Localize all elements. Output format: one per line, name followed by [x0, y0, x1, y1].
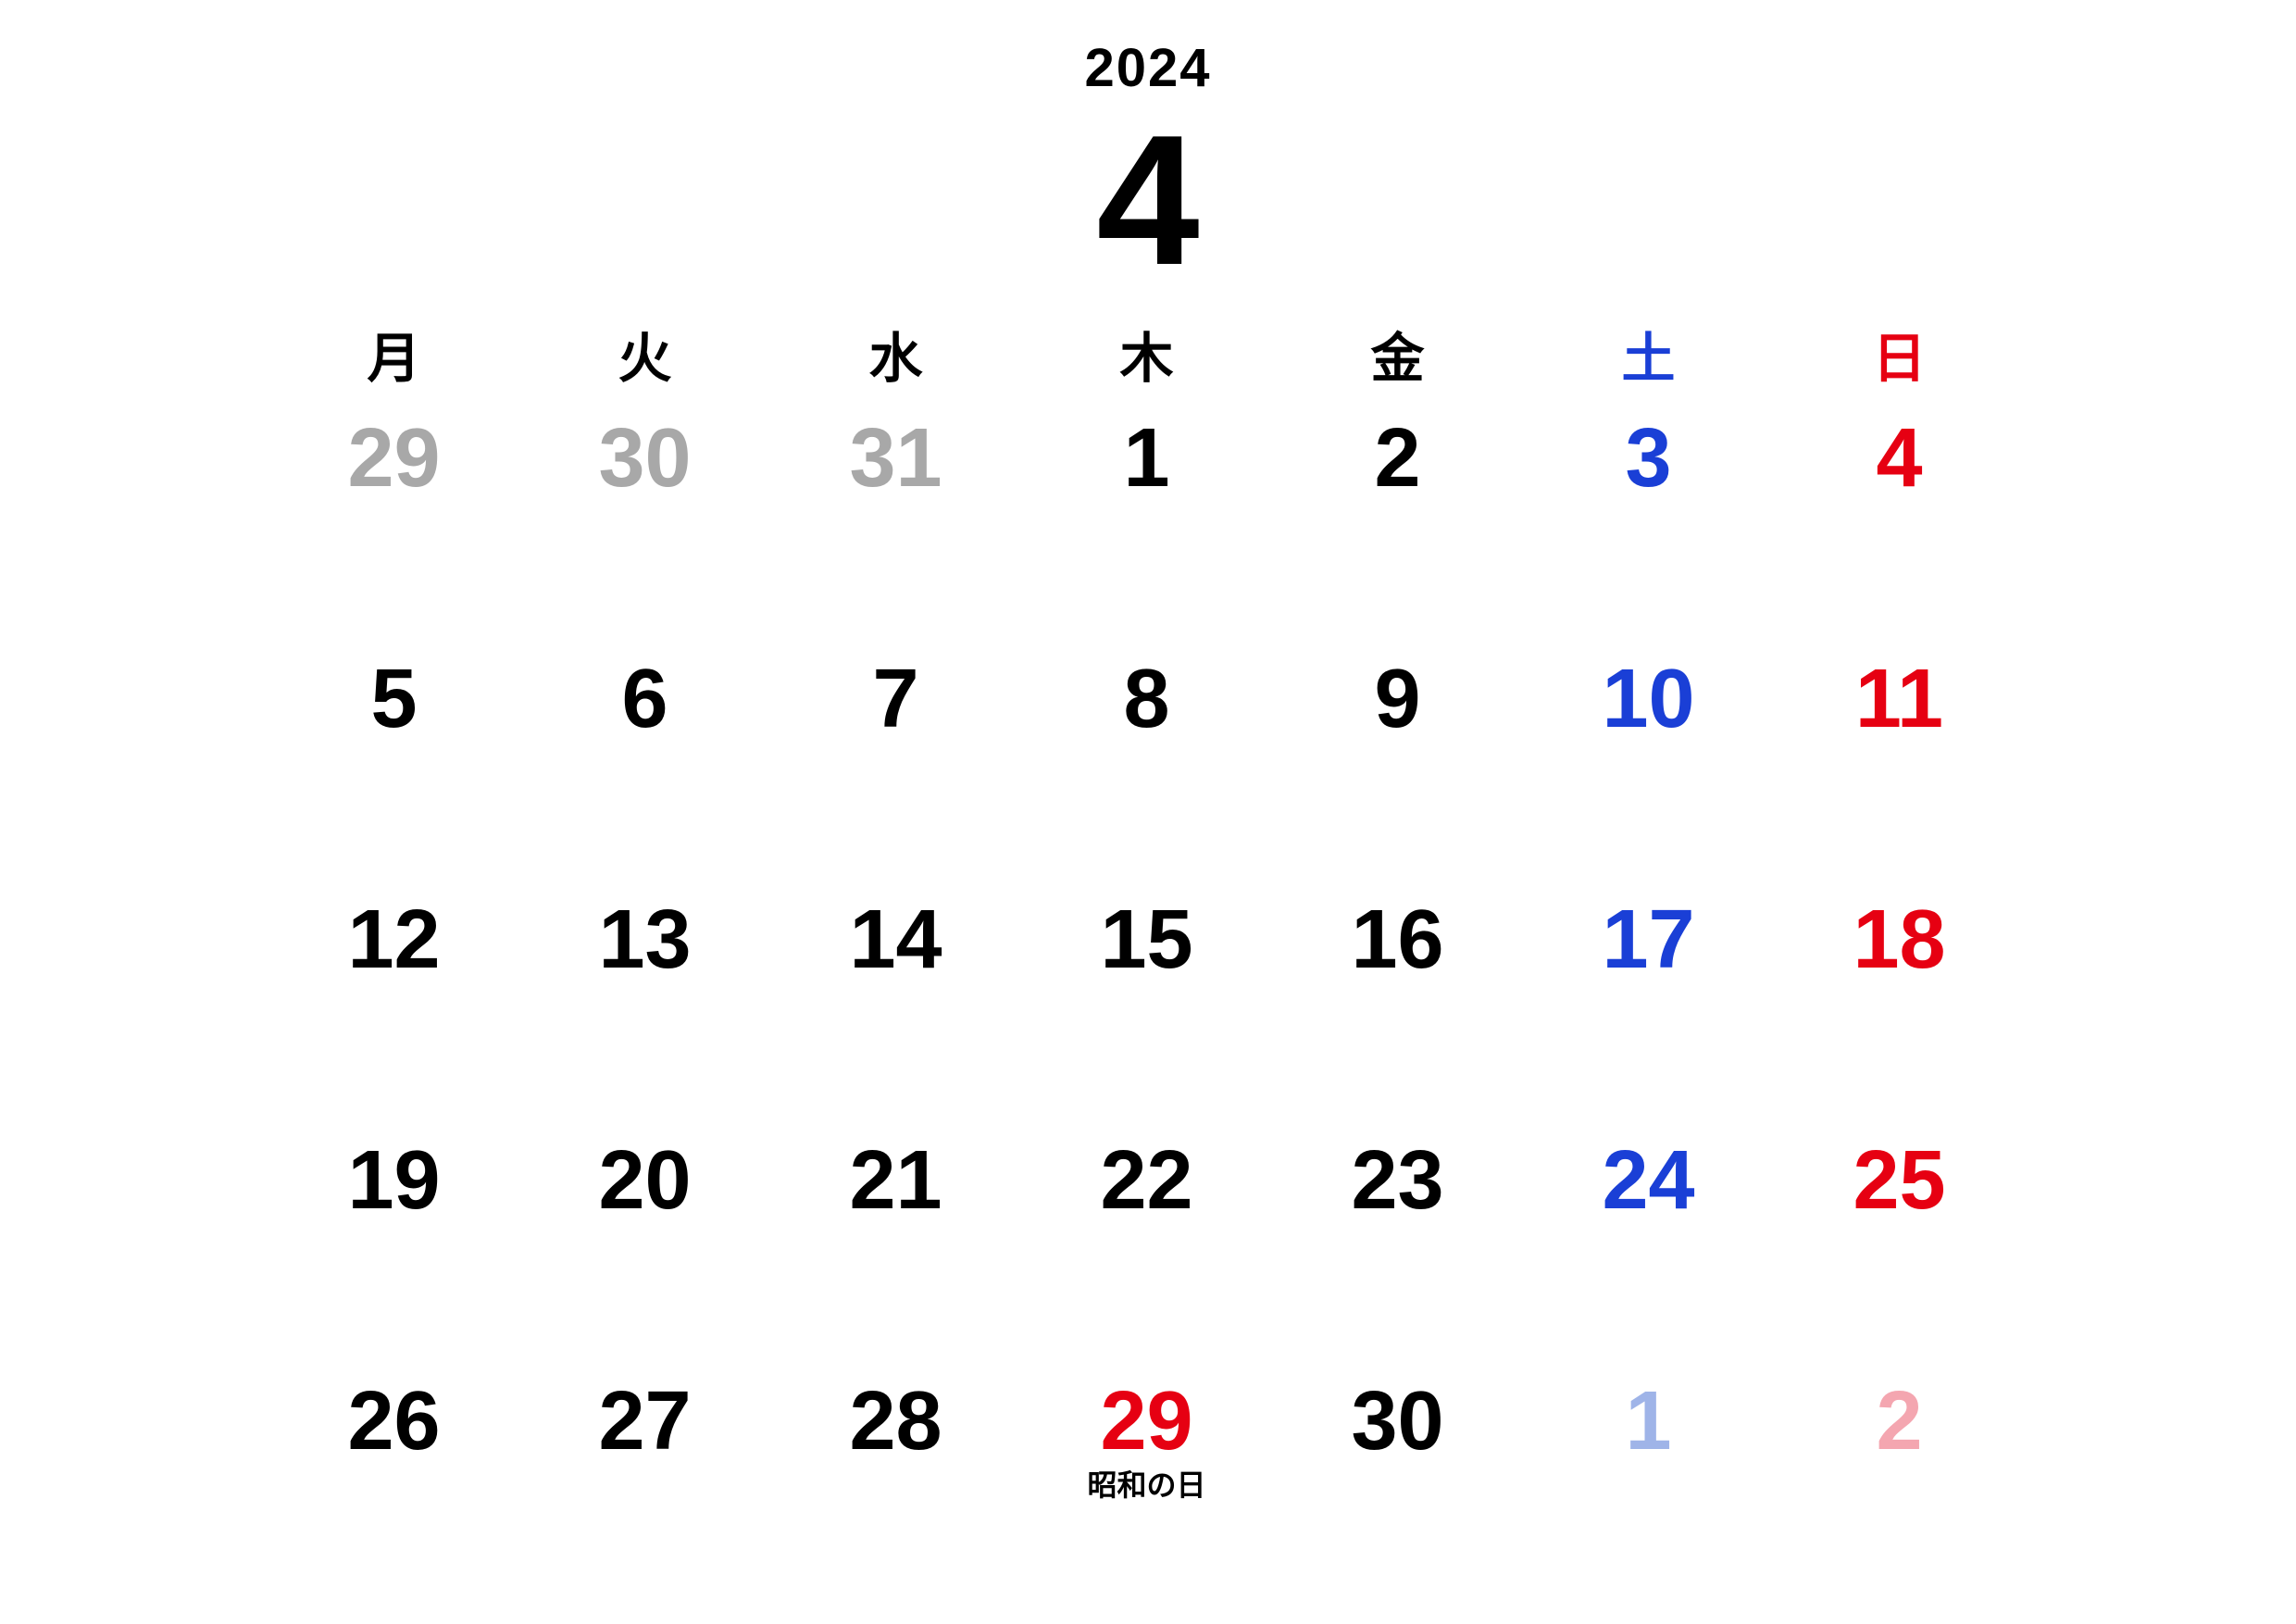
day-number: 6: [621, 639, 668, 741]
day-number: 30: [598, 398, 691, 500]
day-number: 14: [849, 880, 942, 981]
dow-tue: 火: [519, 306, 770, 398]
day-cell: 31: [770, 398, 1021, 639]
day-cell: 2: [1774, 1361, 2025, 1602]
day-cell: 9: [1272, 639, 1523, 880]
day-cell: 1: [1021, 398, 1272, 639]
day-cell: 16: [1272, 880, 1523, 1120]
day-number: 22: [1100, 1120, 1192, 1222]
dow-thu: 木: [1021, 306, 1272, 398]
year-label: 2024: [0, 37, 2296, 99]
dow-fri: 金: [1272, 306, 1523, 398]
day-number: 30: [1351, 1361, 1443, 1463]
day-number: 9: [1374, 639, 1420, 741]
day-cell: 2: [1272, 398, 1523, 639]
day-number: 3: [1625, 398, 1671, 500]
day-cell: 17: [1523, 880, 1774, 1120]
day-cell: 29 昭和の日: [1021, 1361, 1272, 1602]
day-number: 11: [1855, 639, 1943, 741]
day-number: 21: [849, 1120, 942, 1222]
day-number: 18: [1853, 880, 1945, 981]
day-cell: 25: [1774, 1120, 2025, 1361]
day-cell: 21: [770, 1120, 1021, 1361]
day-cell: 11: [1774, 639, 2025, 880]
day-cell: 6: [519, 639, 770, 880]
day-number: 5: [370, 639, 417, 741]
day-number: 17: [1602, 880, 1694, 981]
week-row: 26 27 28 29 昭和の日 30 1 2: [268, 1361, 2028, 1602]
day-number: 31: [849, 398, 942, 500]
day-number: 24: [1602, 1120, 1694, 1222]
day-cell: 3: [1523, 398, 1774, 639]
day-number: 27: [598, 1361, 691, 1463]
day-number: 16: [1351, 880, 1443, 981]
day-cell: 22: [1021, 1120, 1272, 1361]
dow-wed: 水: [770, 306, 1021, 398]
day-number: 15: [1100, 880, 1192, 981]
day-number: 23: [1351, 1120, 1443, 1222]
day-cell: 15: [1021, 880, 1272, 1120]
day-number: 1: [1123, 398, 1169, 500]
week-row: 5 6 7 8 9 10 11: [268, 639, 2028, 880]
week-row: 29 30 31 1 2 3 4: [268, 398, 2028, 639]
day-number: 13: [598, 880, 691, 981]
day-cell: 4: [1774, 398, 2025, 639]
day-cell: 27: [519, 1361, 770, 1602]
month-label: 4: [0, 108, 2296, 294]
day-cell: 7: [770, 639, 1021, 880]
week-row: 19 20 21 22 23 24 25: [268, 1120, 2028, 1361]
day-cell: 23: [1272, 1120, 1523, 1361]
day-cell: 30: [1272, 1361, 1523, 1602]
day-number: 28: [849, 1361, 942, 1463]
day-cell: 14: [770, 880, 1021, 1120]
calendar-page: 2024 4 月 火 水 木 金 土 日 29 30 31 1 2 3 4 5 …: [0, 0, 2296, 1624]
day-cell: 10: [1523, 639, 1774, 880]
day-cell: 18: [1774, 880, 2025, 1120]
day-cell: 28: [770, 1361, 1021, 1602]
day-number: 29: [1100, 1361, 1192, 1463]
day-number: 8: [1123, 639, 1169, 741]
day-number: 10: [1602, 639, 1694, 741]
day-number: 12: [347, 880, 440, 981]
day-number: 25: [1853, 1120, 1945, 1222]
day-cell: 30: [519, 398, 770, 639]
dow-row: 月 火 水 木 金 土 日: [268, 306, 2028, 398]
day-cell: 12: [268, 880, 519, 1120]
dow-mon: 月: [268, 306, 519, 398]
day-number: 20: [598, 1120, 691, 1222]
week-row: 12 13 14 15 16 17 18: [268, 880, 2028, 1120]
dow-sun: 日: [1774, 306, 2025, 398]
day-number: 26: [347, 1361, 440, 1463]
day-number: 2: [1374, 398, 1420, 500]
day-cell: 29: [268, 398, 519, 639]
holiday-note: 昭和の日: [1087, 1470, 1205, 1500]
day-cell: 20: [519, 1120, 770, 1361]
calendar-header: 2024 4: [0, 37, 2296, 294]
day-cell: 26: [268, 1361, 519, 1602]
day-number: 1: [1625, 1361, 1671, 1463]
day-cell: 19: [268, 1120, 519, 1361]
day-number: 4: [1876, 398, 1922, 500]
day-number: 19: [347, 1120, 440, 1222]
day-number: 29: [347, 398, 440, 500]
dow-sat: 土: [1523, 306, 1774, 398]
day-cell: 1: [1523, 1361, 1774, 1602]
day-number: 2: [1876, 1361, 1922, 1463]
day-cell: 5: [268, 639, 519, 880]
day-cell: 13: [519, 880, 770, 1120]
day-cell: 24: [1523, 1120, 1774, 1361]
day-number: 7: [872, 639, 918, 741]
calendar-grid: 月 火 水 木 金 土 日 29 30 31 1 2 3 4 5 6 7 8 9…: [268, 306, 2028, 1602]
day-cell: 8: [1021, 639, 1272, 880]
